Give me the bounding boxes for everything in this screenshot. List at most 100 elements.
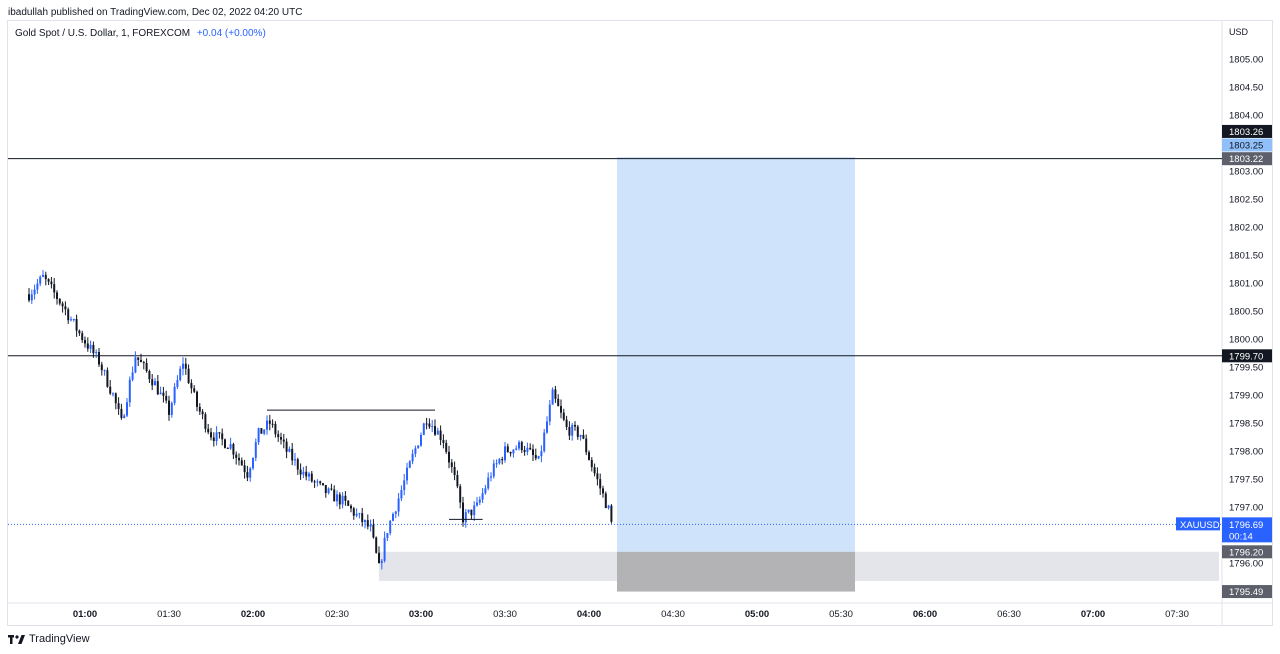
candle-body (509, 451, 512, 454)
candle-body (148, 370, 151, 380)
candle-body (193, 388, 196, 392)
long-position-stop-zone[interactable] (617, 551, 855, 592)
candle-body (268, 420, 271, 424)
candle-body (392, 513, 394, 521)
candle-body (310, 473, 313, 482)
candle-body (266, 420, 268, 430)
candle-body (341, 495, 344, 505)
x-tick-label: 01:00 (73, 609, 97, 620)
ticker-tag (1176, 517, 1220, 531)
candle-body (103, 370, 106, 372)
symbol-title: Gold Spot / U.S. Dollar, 1, FOREXCOM (15, 28, 191, 39)
candle-body (36, 283, 39, 290)
x-tick-label: 02:00 (241, 609, 265, 620)
x-tick-label: 05:30 (829, 609, 853, 620)
candle-body (126, 402, 128, 416)
candle-body (562, 412, 565, 420)
y-tick-label: 1799.50 (1229, 363, 1263, 374)
y-tick-label: 1803.00 (1229, 167, 1263, 178)
candle-body (232, 444, 235, 455)
axis-price-label-bg (1222, 545, 1272, 559)
axis-price-label: 1795.49 (1229, 587, 1263, 598)
candle-body (610, 505, 613, 522)
candle-body (252, 457, 254, 469)
tradingview-icon (8, 634, 25, 644)
candle-body (294, 459, 296, 461)
candle-body (173, 386, 176, 403)
candle-body (271, 423, 274, 425)
candle-body (501, 459, 504, 461)
y-tick-label: 1800.50 (1229, 307, 1263, 318)
candle-body (383, 537, 386, 561)
axis-price-label-bg (1222, 585, 1272, 599)
candle-body (280, 437, 282, 440)
y-tick-label: 1804.50 (1229, 83, 1263, 94)
candle-body (448, 451, 450, 463)
candle-body (86, 343, 89, 349)
x-tick-label: 04:00 (577, 609, 601, 620)
candle-body (140, 359, 142, 363)
candle-body (145, 362, 148, 371)
candle-body (260, 428, 263, 434)
candle-body (296, 459, 299, 470)
candle-body (70, 319, 72, 321)
candle-body (490, 476, 492, 478)
candle-body (411, 453, 414, 462)
candle-body (47, 279, 50, 282)
candle-body (420, 434, 422, 446)
candle-body (417, 445, 420, 449)
candle-body (72, 319, 75, 321)
candle-body (33, 289, 36, 295)
candle-body (534, 455, 537, 459)
candle-body (380, 560, 383, 564)
candle-body (582, 435, 585, 439)
candle-body (386, 533, 389, 538)
y-tick-label: 1796.00 (1229, 559, 1263, 570)
candle-body (366, 520, 369, 527)
x-tick-label: 07:30 (1165, 609, 1189, 620)
candle-body (327, 488, 330, 494)
candle-body (532, 449, 534, 456)
candle-body (53, 284, 56, 293)
symbol-legend[interactable]: Gold Spot / U.S. Dollar, 1, FOREXCOM +0.… (15, 28, 266, 39)
candle-body (112, 393, 114, 395)
x-tick-label: 06:00 (913, 609, 937, 620)
candle-body (428, 423, 431, 427)
candle-body (439, 430, 442, 441)
candle-body (215, 432, 218, 442)
candle-body (165, 395, 168, 401)
candle-body (554, 389, 557, 399)
y-tick-label: 1798.50 (1229, 419, 1263, 430)
candle-body (274, 423, 277, 435)
candle-body (179, 368, 182, 381)
long-position-target-zone[interactable] (617, 157, 855, 552)
candle-body (324, 485, 327, 494)
candle-body (537, 456, 540, 459)
candle-body (338, 494, 341, 505)
candle-body (540, 451, 543, 457)
tradingview-logo[interactable]: TradingView (8, 633, 90, 645)
candle-body (453, 467, 456, 476)
candle-body (431, 426, 434, 428)
candle-body (560, 406, 562, 413)
ticker-label: XAUUSD (1180, 520, 1220, 531)
axis-currency: USD (1229, 27, 1249, 37)
x-tick-label: 02:30 (325, 609, 349, 620)
candle-body (224, 439, 226, 448)
candle-body (316, 481, 319, 483)
axis-price-label-bg (1222, 138, 1272, 152)
candle-body (425, 423, 428, 425)
candle-body (464, 512, 467, 523)
candle-body (212, 437, 215, 442)
candle-body (120, 408, 123, 418)
candle-body (95, 351, 98, 354)
candle-body (56, 292, 58, 299)
candle-body (526, 447, 529, 452)
candle-body (470, 509, 473, 516)
x-tick-label: 05:00 (745, 609, 769, 620)
candle-body (506, 446, 509, 452)
candle-body (249, 468, 252, 478)
x-tick-label: 07:00 (1081, 609, 1105, 620)
y-tick-label: 1799.00 (1229, 391, 1263, 402)
